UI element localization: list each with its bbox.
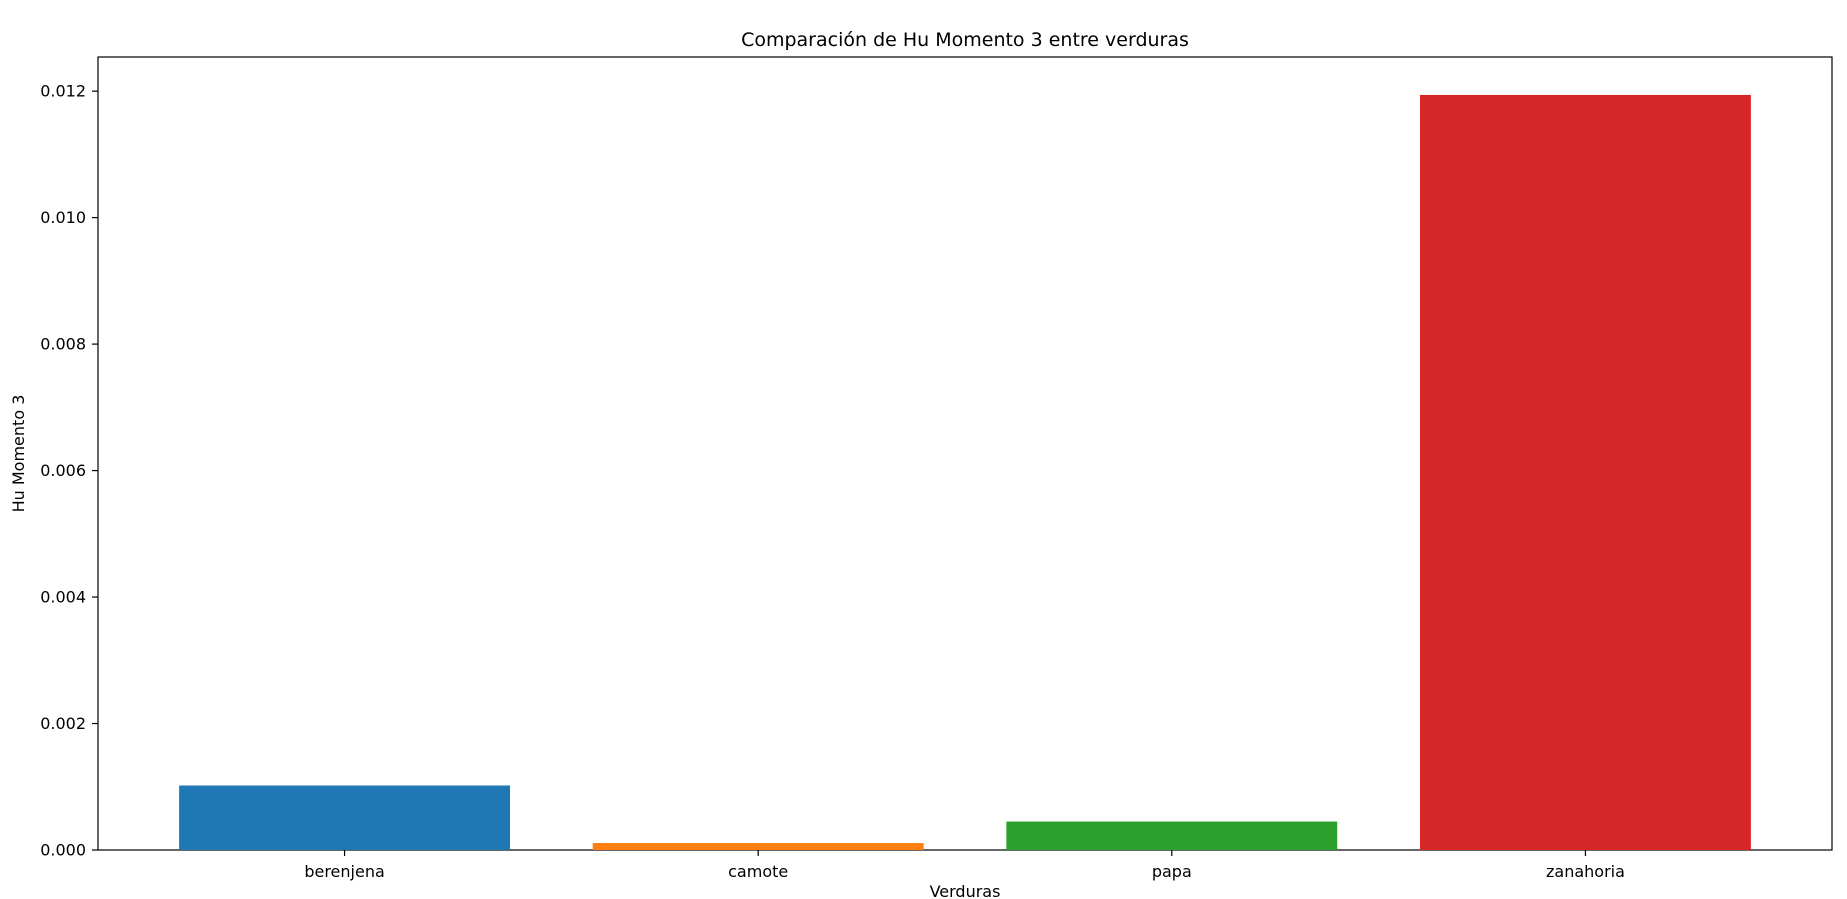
chart-title: Comparación de Hu Momento 3 entre verdur… <box>741 29 1189 51</box>
y-tick-label: 0.002 <box>40 714 86 733</box>
plot-area <box>97 56 1833 851</box>
x-tick-label: zanahoria <box>1546 862 1625 881</box>
y-axis-label: Hu Momento 3 <box>9 395 28 513</box>
plot-frame <box>97 56 1833 851</box>
y-tick-label: 0.010 <box>40 208 86 227</box>
bars-group <box>179 94 1751 851</box>
y-tick-label: 0.006 <box>40 461 86 480</box>
y-tick-label: 0.012 <box>40 82 86 101</box>
bar-camote <box>592 843 924 850</box>
x-axis-label: Verduras <box>930 882 1001 899</box>
x-tick-label: camote <box>728 862 788 881</box>
y-tick-label: 0.004 <box>40 588 86 607</box>
bar-berenjena <box>179 785 511 850</box>
bar-zanahoria <box>1419 94 1751 851</box>
y-tick-label: 0.008 <box>40 335 86 354</box>
x-axis: berenjena camote papa zanahoria <box>304 850 1625 881</box>
x-tick-label: berenjena <box>304 862 384 881</box>
y-axis: 0.000 0.002 0.004 0.006 0.008 0.010 0.012 <box>40 82 98 860</box>
y-tick-label: 0.000 <box>40 841 86 860</box>
x-tick-label: papa <box>1152 862 1192 881</box>
bar-papa <box>1006 821 1338 850</box>
